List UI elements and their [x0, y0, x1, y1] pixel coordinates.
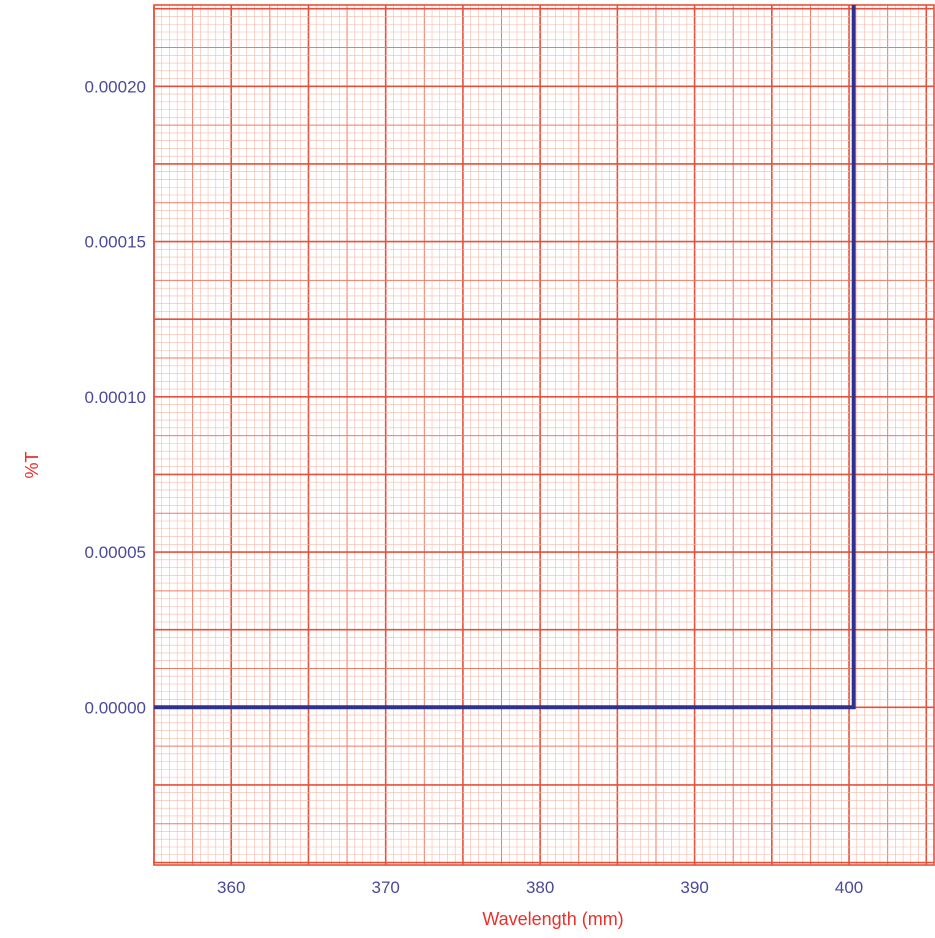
- x-tick-label: 400: [835, 878, 863, 897]
- y-tick-label: 0.00005: [85, 543, 146, 562]
- y-tick-label: 0.00000: [85, 698, 146, 717]
- y-tick-label: 0.00010: [85, 388, 146, 407]
- y-axis-title: %T: [22, 451, 42, 478]
- grid-paper: [153, 4, 935, 866]
- y-tick-labels: 0.00000 0.00005 0.00010 0.00015 0.00020: [85, 77, 146, 717]
- y-tick-label: 0.00015: [85, 233, 146, 252]
- x-tick-label: 390: [680, 878, 708, 897]
- x-axis-title: Wavelength (mm): [482, 909, 623, 929]
- y-tick-label: 0.00020: [85, 77, 146, 96]
- series-line-0: [154, 5, 856, 710]
- x-tick-label: 360: [217, 878, 245, 897]
- x-tick-label: 370: [371, 878, 399, 897]
- data-trace: [154, 5, 856, 710]
- plot-border: [153, 4, 935, 866]
- x-tick-label: 380: [526, 878, 554, 897]
- x-tick-labels: 360 370 380 390 400: [217, 878, 863, 897]
